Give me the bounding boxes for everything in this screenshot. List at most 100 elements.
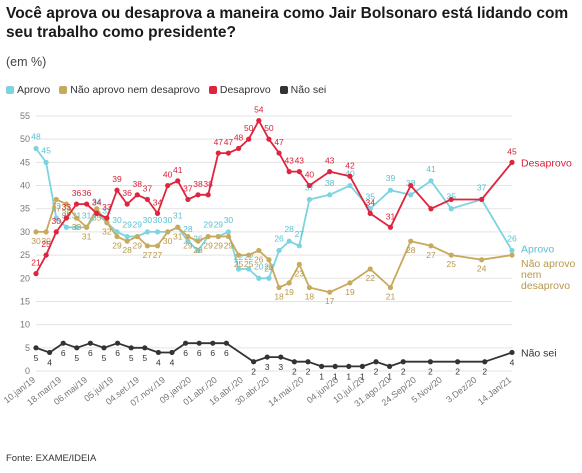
data-point-desaprovo	[185, 196, 191, 203]
data-point-nao_sei	[278, 354, 284, 360]
data-point-nao_sei	[47, 349, 53, 356]
data-label-nao_aprovo_nem: 31	[82, 231, 92, 241]
data-label-desaprovo: 25	[41, 239, 51, 249]
chart-subtitle: (em %)	[6, 55, 47, 69]
data-label-nao_aprovo_nem: 28	[122, 245, 132, 255]
data-label-nao_sei: 2	[306, 367, 311, 377]
x-tick-label: 3.Dez/20	[444, 375, 479, 405]
data-label-aprovo: 35	[446, 192, 456, 202]
data-label-nao_aprovo_nem: 29	[224, 241, 234, 251]
data-point-nao_sei	[332, 363, 338, 369]
data-point-nao_aprovo_nem	[266, 257, 272, 263]
y-tick-label: 25	[20, 250, 30, 260]
data-label-nao_sei: 3	[265, 362, 270, 372]
data-label-nao_aprovo_nem: 35	[92, 213, 102, 223]
data-label-nao_aprovo_nem: 18	[305, 292, 315, 302]
data-label-nao_aprovo_nem: 25	[244, 259, 254, 269]
data-label-nao_aprovo_nem: 25	[446, 259, 456, 269]
data-point-nao_aprovo_nem	[215, 233, 221, 240]
legend-label-nao-sei: Não sei	[290, 84, 327, 96]
data-point-nao_aprovo_nem	[195, 238, 201, 244]
data-label-aprovo: 39	[386, 173, 396, 183]
y-tick-label: 10	[20, 320, 30, 330]
data-point-nao_sei	[305, 359, 311, 365]
data-point-desaprovo	[63, 215, 69, 221]
source-note: Fonte: EXAME/IDEIA	[6, 453, 97, 464]
data-label-nao_sei: 1	[360, 371, 365, 381]
data-point-aprovo	[185, 238, 191, 244]
data-point-aprovo	[225, 229, 232, 235]
data-label-nao_aprovo_nem: 30	[41, 236, 51, 246]
end-label-nao_aprovo_nem: nem	[521, 269, 542, 281]
data-point-aprovo	[33, 145, 39, 152]
data-point-desaprovo	[246, 136, 252, 142]
y-tick-label: 20	[20, 273, 30, 283]
data-label-desaprovo: 36	[122, 188, 132, 198]
data-point-desaprovo	[428, 206, 434, 212]
data-label-nao_aprovo_nem: 25	[234, 259, 244, 269]
data-point-nao_aprovo_nem	[246, 252, 252, 258]
data-point-aprovo	[73, 224, 80, 230]
data-label-nao_sei: 3	[278, 362, 283, 372]
data-label-aprovo: 30	[143, 215, 153, 225]
data-point-desaprovo	[408, 182, 414, 189]
data-point-nao_aprovo_nem	[387, 284, 394, 291]
data-label-nao_aprovo_nem: 28	[406, 245, 416, 255]
data-label-desaprovo: 30	[52, 216, 62, 226]
data-point-nao_aprovo_nem	[225, 233, 232, 240]
data-point-desaprovo	[84, 201, 90, 207]
data-label-desaprovo: 43	[325, 156, 335, 166]
data-point-desaprovo	[387, 224, 394, 230]
data-point-aprovo	[327, 192, 333, 198]
data-label-desaprovo: 33	[102, 202, 112, 212]
data-label-nao_aprovo_nem: 19	[345, 287, 355, 297]
data-point-desaprovo	[235, 145, 242, 152]
data-point-aprovo	[124, 233, 130, 240]
legend-swatch-nao-sei	[279, 86, 288, 94]
data-label-aprovo: 45	[41, 145, 51, 155]
data-point-nao_sei	[169, 349, 175, 356]
data-point-nao_aprovo_nem	[53, 196, 59, 203]
data-label-desaprovo: 43	[284, 156, 294, 166]
data-point-desaprovo	[256, 118, 262, 124]
data-label-nao_sei: 2	[292, 367, 297, 377]
data-label-nao_aprovo_nem: 32	[102, 227, 112, 237]
data-label-nao_aprovo_nem: 24	[264, 264, 274, 274]
data-point-desaprovo	[165, 182, 171, 189]
data-point-nao_sei	[60, 340, 66, 346]
data-point-desaprovo	[266, 136, 272, 142]
data-point-nao_aprovo_nem	[154, 243, 161, 249]
data-point-nao_aprovo_nem	[94, 206, 100, 212]
data-label-aprovo: 29	[203, 220, 213, 230]
data-label-nao_aprovo_nem: 24	[477, 264, 487, 274]
data-label-nao_sei: 2	[482, 367, 487, 377]
data-point-nao_aprovo_nem	[306, 284, 313, 291]
y-tick-label: 45	[20, 157, 30, 167]
data-label-aprovo: 26	[507, 233, 517, 243]
data-label-nao_sei: 2	[374, 367, 379, 377]
data-point-nao_sei	[359, 363, 365, 369]
data-point-nao_sei	[183, 340, 189, 346]
data-label-nao_aprovo_nem: 22	[365, 273, 375, 283]
data-label-aprovo: 31	[62, 210, 72, 220]
legend-swatch-nao-aprovo-nem	[59, 86, 68, 94]
data-point-nao_aprovo_nem	[235, 252, 242, 258]
legend-item-desaprovo: Desaprovo	[208, 84, 271, 96]
data-point-aprovo	[408, 192, 414, 198]
data-point-desaprovo	[104, 215, 110, 221]
data-point-nao_sei	[346, 363, 352, 369]
data-label-nao_aprovo_nem: 30	[163, 236, 173, 246]
data-label-aprovo: 37	[477, 182, 487, 192]
data-point-nao_sei	[264, 354, 270, 360]
data-point-nao_aprovo_nem	[114, 233, 120, 240]
data-point-nao_aprovo_nem	[509, 252, 515, 258]
data-point-desaprovo	[509, 159, 515, 165]
data-label-nao_aprovo_nem: 27	[426, 250, 436, 260]
data-point-nao_aprovo_nem	[175, 224, 181, 230]
data-label-nao_sei: 5	[142, 353, 147, 363]
data-label-aprovo: 38	[406, 178, 416, 188]
data-point-nao_aprovo_nem	[256, 247, 262, 254]
y-tick-label: 40	[20, 181, 30, 191]
data-point-nao_aprovo_nem	[296, 261, 302, 267]
data-label-aprovo: 31	[173, 210, 183, 220]
